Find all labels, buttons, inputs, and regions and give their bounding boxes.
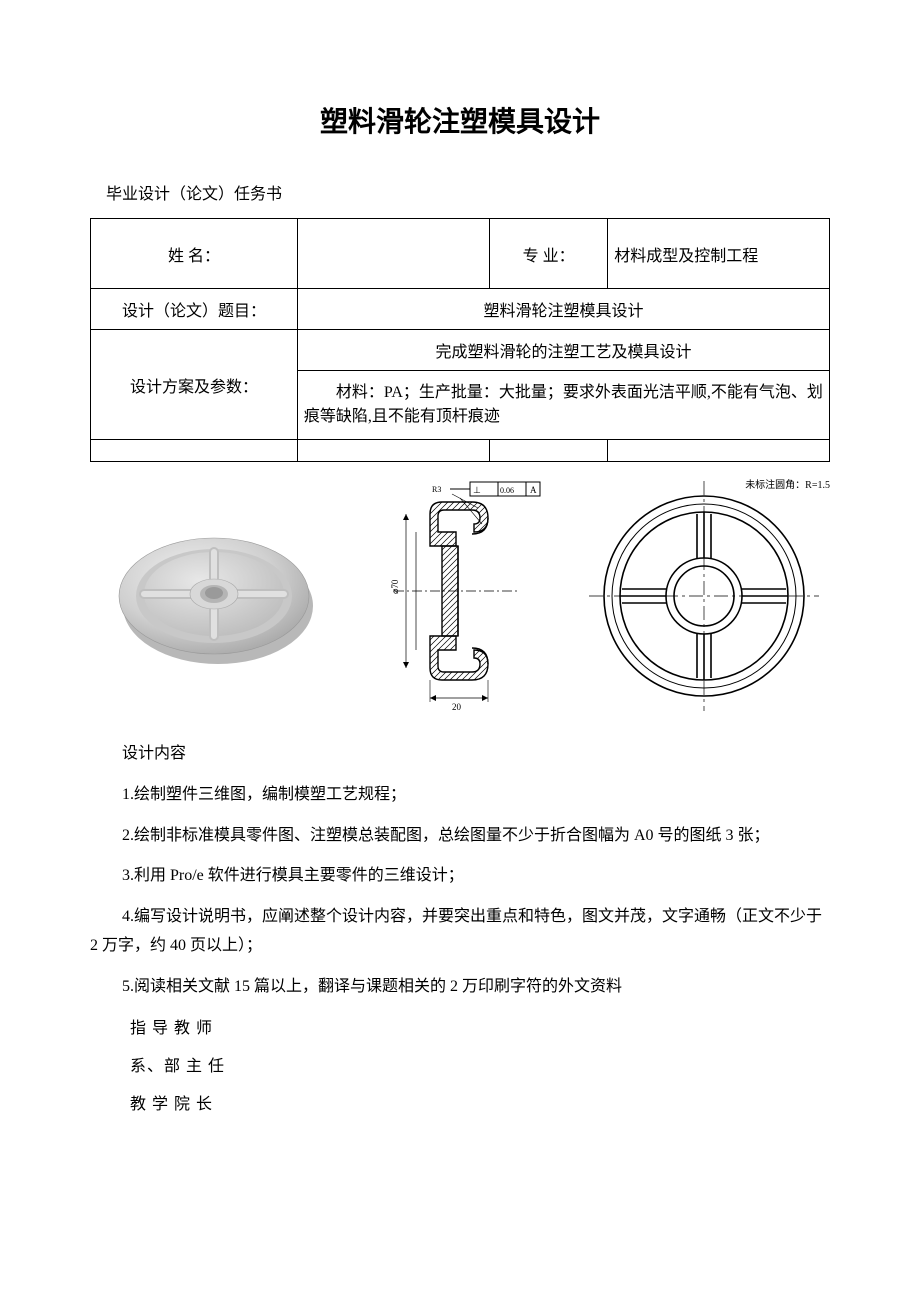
plan-line2-text: 材料：PA；生产批量：大批量；要求外表面光洁平顺,不能有气泡、划痕等缺陷,且不能… [304, 384, 823, 425]
plan-line2: 材料：PA；生产批量：大批量；要求外表面光洁平顺,不能有气泡、划痕等缺陷,且不能… [297, 371, 829, 440]
name-value [297, 219, 489, 289]
list-item: 2.绘制非标准模具零件图、注塑模总装配图，总绘图量不少于折合图幅为 A0 号的图… [90, 822, 830, 851]
list-item: 5.阅读相关文献 15 篇以上，翻译与课题相关的 2 万印刷字符的外文资料 [90, 973, 830, 1002]
empty-cell [297, 440, 489, 462]
list-item: 3.利用 Pro/e 软件进行模具主要零件的三维设计； [90, 862, 830, 891]
pulley-3d-diagram [94, 506, 338, 686]
table-row: 姓 名： 专 业： 材料成型及控制工程 [91, 219, 830, 289]
table-row: 设计（论文）题目： 塑料滑轮注塑模具设计 [91, 289, 830, 330]
svg-text:⌀70: ⌀70 [390, 579, 400, 594]
top-view-icon [589, 481, 819, 711]
name-label: 姓 名： [91, 219, 298, 289]
svg-text:20: 20 [452, 702, 462, 712]
svg-text:A: A [530, 485, 537, 495]
signature-line: 系、部 主 任 [90, 1052, 830, 1076]
pulley-3d-icon [106, 506, 326, 686]
svg-text:R3: R3 [432, 485, 441, 494]
list-item: 4.编写设计说明书，应阐述整个设计内容，并要突出重点和特色，图文并茂，文字通畅（… [90, 903, 830, 961]
cross-section-icon: ⊥ 0.06 A ⌀70 [360, 476, 560, 716]
major-value: 材料成型及控制工程 [608, 219, 830, 289]
plan-label: 设计方案及参数： [91, 330, 298, 440]
cross-section-diagram: ⊥ 0.06 A ⌀70 [338, 476, 582, 716]
plan-line1: 完成塑料滑轮的注塑工艺及模具设计 [297, 330, 829, 371]
section-heading: 设计内容 [90, 740, 830, 769]
table-row [91, 440, 830, 462]
list-item: 1.绘制塑件三维图，编制模塑工艺规程； [90, 781, 830, 810]
diagram-note: 未标注圆角：R=1.5 [745, 476, 830, 491]
page-title: 塑料滑轮注塑模具设计 [90, 100, 830, 140]
table-row: 设计方案及参数： 完成塑料滑轮的注塑工艺及模具设计 [91, 330, 830, 371]
info-table: 姓 名： 专 业： 材料成型及控制工程 设计（论文）题目： 塑料滑轮注塑模具设计… [90, 218, 830, 462]
subtitle: 毕业设计（论文）任务书 [90, 180, 830, 204]
topic-label: 设计（论文）题目： [91, 289, 298, 330]
signature-line: 指 导 教 师 [90, 1014, 830, 1038]
signature-line: 教 学 院 长 [90, 1090, 830, 1114]
empty-cell [91, 440, 298, 462]
empty-cell [490, 440, 608, 462]
major-label: 专 业： [490, 219, 608, 289]
top-view-diagram [582, 481, 826, 711]
svg-text:0.06: 0.06 [500, 486, 514, 495]
topic-value: 塑料滑轮注塑模具设计 [297, 289, 829, 330]
svg-text:⊥: ⊥ [473, 485, 481, 495]
empty-cell [608, 440, 830, 462]
diagram-row: 未标注圆角：R=1.5 [90, 476, 830, 716]
